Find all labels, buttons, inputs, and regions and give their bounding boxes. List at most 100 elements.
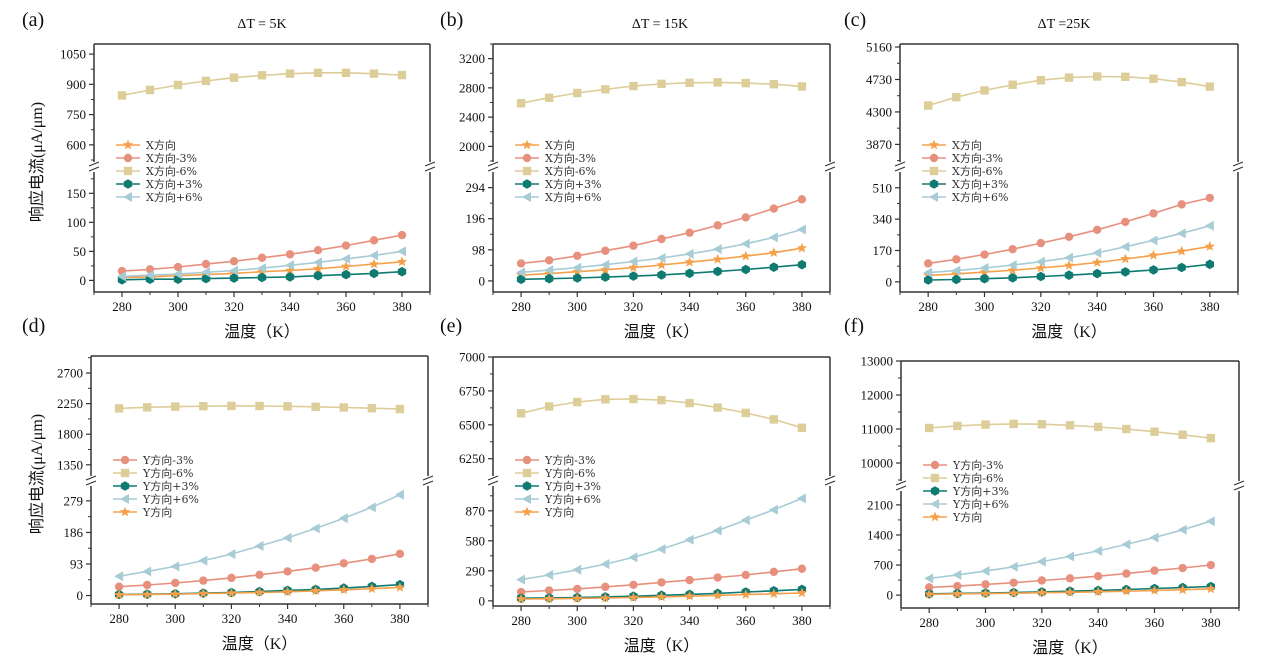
x-tick-label: 380: [1201, 615, 1221, 630]
data-point: [229, 73, 239, 82]
data-point: [1205, 259, 1214, 270]
data-point: [1036, 271, 1045, 282]
legend-item: Y方向+6%: [515, 492, 601, 506]
y-tick-label: 750: [67, 107, 87, 122]
legend-marker: [929, 179, 939, 189]
data-point: [741, 264, 750, 275]
data-point: [544, 93, 554, 102]
axis-break-mark: [1233, 485, 1245, 491]
legend-marker: [928, 139, 940, 150]
data-point: [516, 587, 526, 597]
y-tick-label: 3870: [866, 137, 892, 152]
legend-item: X方向+3%: [116, 177, 203, 191]
data-point: [1092, 257, 1103, 267]
x-tick-label: 340: [1088, 615, 1108, 630]
data-point: [769, 567, 779, 577]
legend-marker: [522, 455, 532, 465]
x-tick-label: 380: [392, 299, 412, 314]
legend-label: Y方向-3%: [544, 453, 595, 467]
data-point: [369, 250, 378, 261]
legend-label: Y方向+6%: [952, 497, 1009, 511]
axis-break-gap: [824, 162, 836, 172]
data-point: [1093, 572, 1103, 581]
data-point: [544, 268, 555, 278]
legend-label: Y方向: [952, 510, 982, 524]
data-point: [952, 255, 961, 264]
data-point: [1009, 419, 1018, 429]
data-point: [953, 421, 962, 431]
series-p6: [923, 220, 1214, 278]
data-point: [313, 246, 323, 255]
data-point: [796, 493, 806, 504]
y-tick-label: 900: [67, 77, 87, 92]
legend-marker: [120, 494, 129, 504]
data-point: [1121, 267, 1130, 277]
data-point: [600, 559, 610, 570]
panel-label: (e): [440, 315, 462, 337]
data-point: [114, 582, 124, 591]
data-point: [170, 588, 181, 599]
axis-break-mark: [422, 480, 434, 486]
data-point: [1205, 193, 1215, 203]
legend-item: Y方向+6%: [923, 497, 1009, 511]
y-tick-label: 1400: [867, 527, 893, 542]
legend-item: X方向-6%: [116, 164, 197, 178]
data-point: [768, 232, 778, 243]
legend-label: X方向-6%: [545, 164, 596, 178]
y-tick-label: 170: [873, 243, 893, 258]
x-tick-label: 300: [568, 299, 588, 314]
x-tick-label: 280: [511, 299, 531, 314]
series-m6: [923, 72, 1215, 110]
y-tick-label: 279: [64, 493, 84, 508]
legend-label: X方向+3%: [545, 177, 602, 191]
legend-item: X方向-6%: [922, 164, 1003, 178]
data-point: [171, 402, 180, 411]
axis-break-mark: [424, 161, 436, 167]
legend: Y方向-3%Y方向-6%Y方向+3%Y方向+6%Y方向: [113, 453, 199, 519]
x-tick-label: 280: [109, 611, 129, 626]
data-point: [515, 593, 527, 604]
legend-item: X方向: [515, 138, 575, 152]
data-point: [1036, 587, 1047, 598]
y-tick-label: 2100: [867, 497, 893, 512]
data-point: [573, 273, 582, 283]
data-point: [1064, 586, 1076, 597]
data-point: [981, 580, 990, 589]
data-point: [953, 581, 962, 591]
data-point: [629, 271, 638, 281]
x-axis-title: 温度（K）: [624, 637, 700, 655]
data-point: [1063, 260, 1075, 270]
data-point: [1036, 76, 1046, 85]
data-point: [712, 244, 722, 255]
axis-break-mark: [824, 475, 836, 481]
data-point: [741, 408, 750, 418]
axis-break-mark: [88, 161, 100, 167]
data-point: [226, 549, 236, 560]
legend-item: Y方向+3%: [923, 484, 1009, 498]
data-point: [685, 268, 694, 279]
data-point: [171, 578, 180, 588]
data-point: [1149, 209, 1158, 218]
data-point: [367, 404, 377, 413]
axis-break-gap: [1232, 162, 1244, 172]
axis-break-gap: [422, 476, 434, 486]
legend-marker: [929, 153, 939, 163]
data-point: [229, 273, 239, 283]
data-point: [1178, 563, 1187, 573]
axis-break-mark: [487, 475, 499, 481]
legend-marker: [521, 506, 533, 517]
legend-marker: [929, 511, 941, 522]
data-point: [341, 253, 350, 264]
data-point: [1064, 232, 1074, 242]
series-p6: [516, 224, 806, 278]
x-tick-label: 380: [1200, 299, 1220, 314]
legend-item: Y方向+3%: [515, 479, 601, 493]
data-point: [1149, 532, 1159, 543]
data-point: [572, 593, 583, 603]
legend-label: Y方向-3%: [952, 458, 1003, 472]
data-point: [117, 271, 126, 282]
data-point: [201, 259, 211, 269]
legend-item: Y方向-6%: [515, 466, 595, 480]
series-m3: [516, 195, 807, 268]
